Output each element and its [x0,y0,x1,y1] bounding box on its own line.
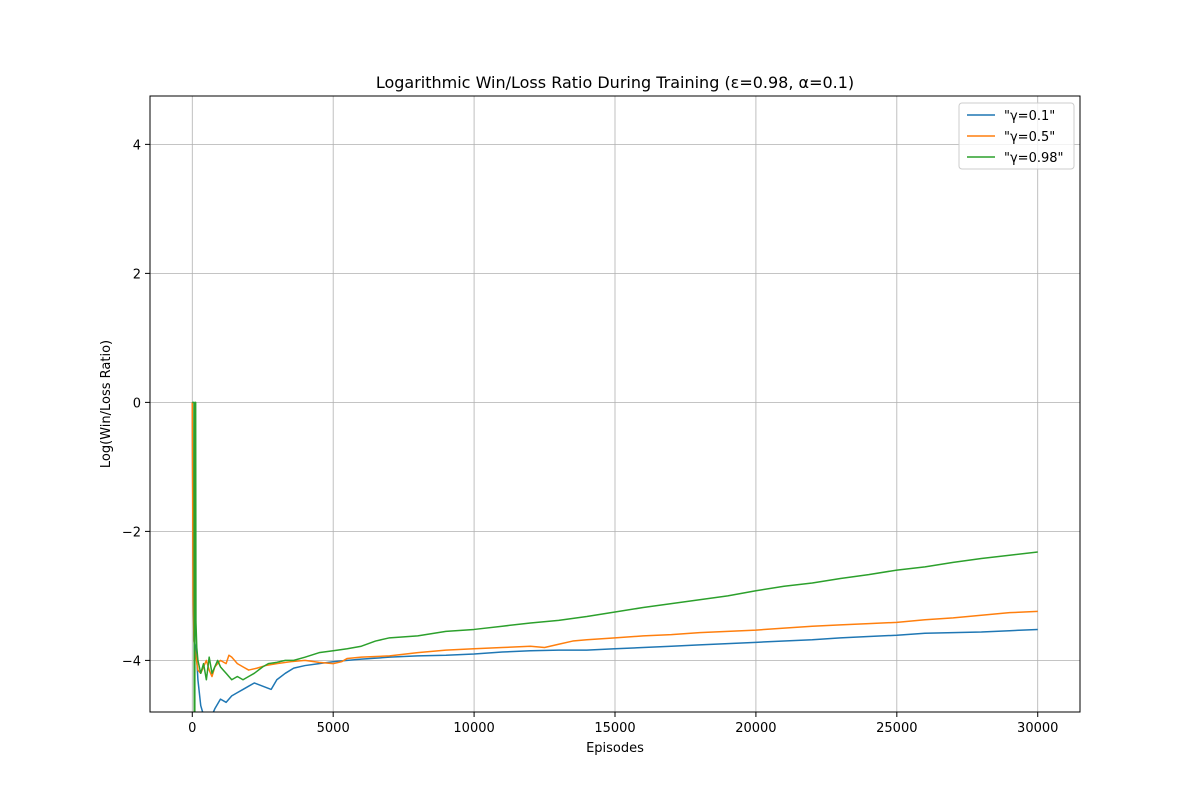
legend-label-2: "γ=0.98" [1004,151,1064,166]
y-axis: −4 −2 0 2 4 [122,138,150,669]
y-tick-label: −2 [122,525,141,540]
x-tick-label: 5000 [317,721,350,736]
x-tick-label: 20000 [735,721,776,736]
series-line-2 [192,401,1038,712]
x-tick-label: 0 [188,721,196,736]
x-axis: 0 5000 10000 15000 20000 25000 30000 [188,712,1058,736]
y-tick-label: 0 [133,396,141,411]
x-axis-label: Episodes [586,741,644,756]
legend-box [958,102,1075,170]
x-tick-label: 30000 [1017,721,1058,736]
legend-label-0: "γ=0.1" [1004,109,1055,124]
y-axis-label: Log(Win/Loss Ratio) [99,340,114,468]
y-tick-label: −4 [122,654,141,669]
series-line-1 [191,402,1038,678]
y-tick-label: 4 [133,138,141,153]
x-tick-label: 25000 [876,721,917,736]
chart-title: Logarithmic Win/Loss Ratio During Traini… [376,73,854,92]
legend: "γ=0.1" "γ=0.5" "γ=0.98" [958,102,1075,170]
x-tick-label: 10000 [453,721,494,736]
x-tick-label: 15000 [594,721,635,736]
series-layer [191,401,1038,712]
y-tick-label: 2 [133,267,141,282]
series-line-0 [191,402,1038,712]
legend-label-1: "γ=0.5" [1004,130,1055,145]
